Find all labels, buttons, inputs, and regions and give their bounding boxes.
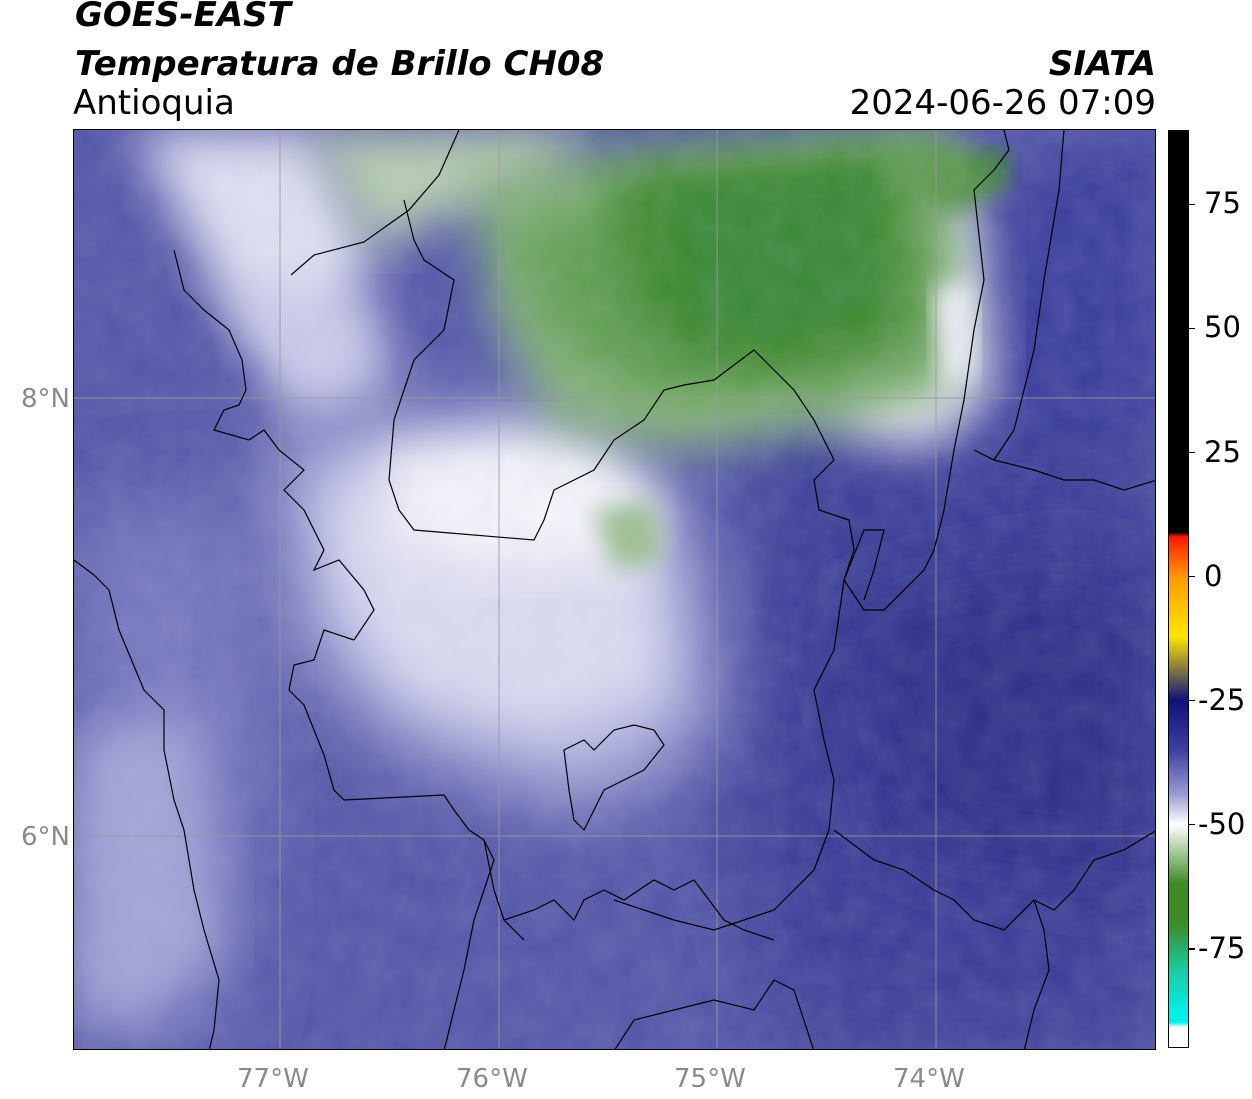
lat-label-8n: 8°N: [21, 384, 70, 414]
pacific-coastline: [74, 559, 220, 1049]
colorbar-tick-label: -50: [1198, 806, 1246, 841]
east-interior-border: [843, 529, 885, 601]
urabá-coastline: [173, 249, 375, 641]
antioquia-south-border: [503, 879, 775, 941]
colorbar-tick-mark: [1189, 699, 1195, 702]
datetime-label: 2024-06-26 07:09: [849, 83, 1156, 123]
colorbar-tick-mark: [1189, 327, 1195, 330]
boundaries: [74, 130, 1155, 1049]
colorbar-tick-label: -25: [1198, 682, 1246, 717]
lon-label-76w: 76°W: [456, 1064, 528, 1094]
colorbar-tick-label: 50: [1204, 310, 1241, 345]
lon-label-74w: 74°W: [893, 1064, 965, 1094]
colorbar-tick-label: -75: [1198, 930, 1246, 965]
colorbar-tick-label: 75: [1204, 186, 1241, 221]
south-departments: [614, 979, 814, 1049]
brightness-temperature-map: [74, 130, 1155, 1049]
east-border-2: [993, 130, 1065, 461]
satellite-title: GOES-EAST: [75, 0, 291, 35]
lon-label-77w: 77°W: [237, 1064, 309, 1094]
map-panel[interactable]: [73, 129, 1156, 1050]
colorbar-tick-mark: [1189, 948, 1195, 950]
caribbean-coastline: [290, 130, 460, 276]
agency-label: SIATA: [1048, 44, 1156, 84]
gridlines: [74, 130, 1155, 1049]
colorbar-tick-label: 25: [1204, 434, 1241, 469]
medellin-area: [563, 724, 665, 832]
product-title: Temperatura de Brillo CH08: [75, 44, 605, 84]
colorbar-tick-mark: [1189, 575, 1195, 578]
colorbar-tick-mark: [1189, 451, 1195, 454]
region-label: Antioquia: [73, 83, 235, 123]
colorbar-tick-label: 0: [1204, 558, 1223, 593]
south-interior-border: [443, 839, 495, 1049]
antioquia-east-border: [923, 130, 1010, 571]
colorbar-tick-mark: [1189, 823, 1195, 826]
lon-label-75w: 75°W: [674, 1064, 746, 1094]
colorbar: [1168, 130, 1189, 1048]
field-texture: [74, 130, 1155, 1049]
colorbar-tick-mark: [1189, 203, 1195, 206]
lat-label-6n: 6°N: [21, 822, 70, 852]
antioquia-north-border: [388, 199, 925, 611]
antioquia-west-border: [288, 629, 525, 941]
south-interior-border-2: [1023, 899, 1050, 1049]
antioquia-southeast-border: [613, 579, 845, 931]
southeast-departments: [833, 829, 1155, 931]
